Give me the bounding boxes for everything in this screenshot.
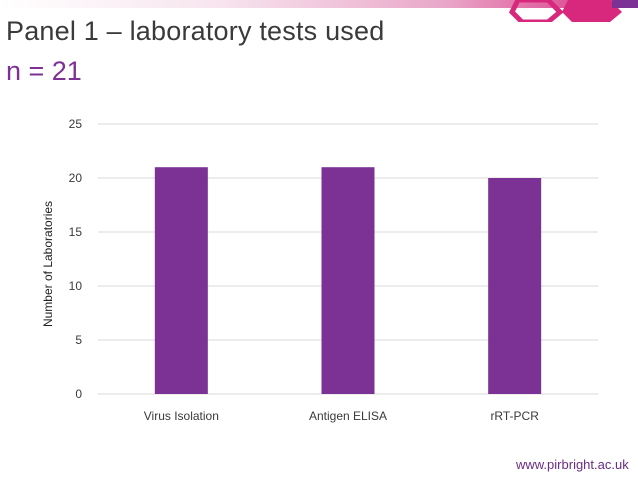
decorative-banner xyxy=(0,0,638,22)
bar xyxy=(154,167,208,394)
banner-gradient-strip xyxy=(0,0,638,8)
banner-hexagon-shape xyxy=(562,0,622,22)
banner-corner-block xyxy=(612,0,638,8)
bar xyxy=(321,167,375,394)
y-tick-label: 15 xyxy=(69,225,83,239)
website-url-text: www.pirbright.ac.uk xyxy=(516,457,629,472)
bar xyxy=(488,178,542,394)
y-tick-label: 25 xyxy=(69,117,83,131)
website-url: www.pirbright.ac.uk xyxy=(516,457,629,472)
sample-size-label: n = 21 xyxy=(6,56,82,86)
x-tick-label: Virus Isolation xyxy=(144,409,219,423)
x-tick-label: rRT-PCR xyxy=(490,409,539,423)
x-tick-label: Antigen ELISA xyxy=(309,409,387,423)
y-tick-label: 0 xyxy=(75,387,82,401)
y-tick-label: 20 xyxy=(69,171,83,185)
banner-hexagon-shape xyxy=(508,0,564,22)
y-tick-label: 10 xyxy=(69,279,83,293)
y-tick-label: 5 xyxy=(75,333,82,347)
y-axis-label: Number of Laboratories xyxy=(41,201,55,327)
page-title: Panel 1 – laboratory tests used xyxy=(6,16,385,46)
